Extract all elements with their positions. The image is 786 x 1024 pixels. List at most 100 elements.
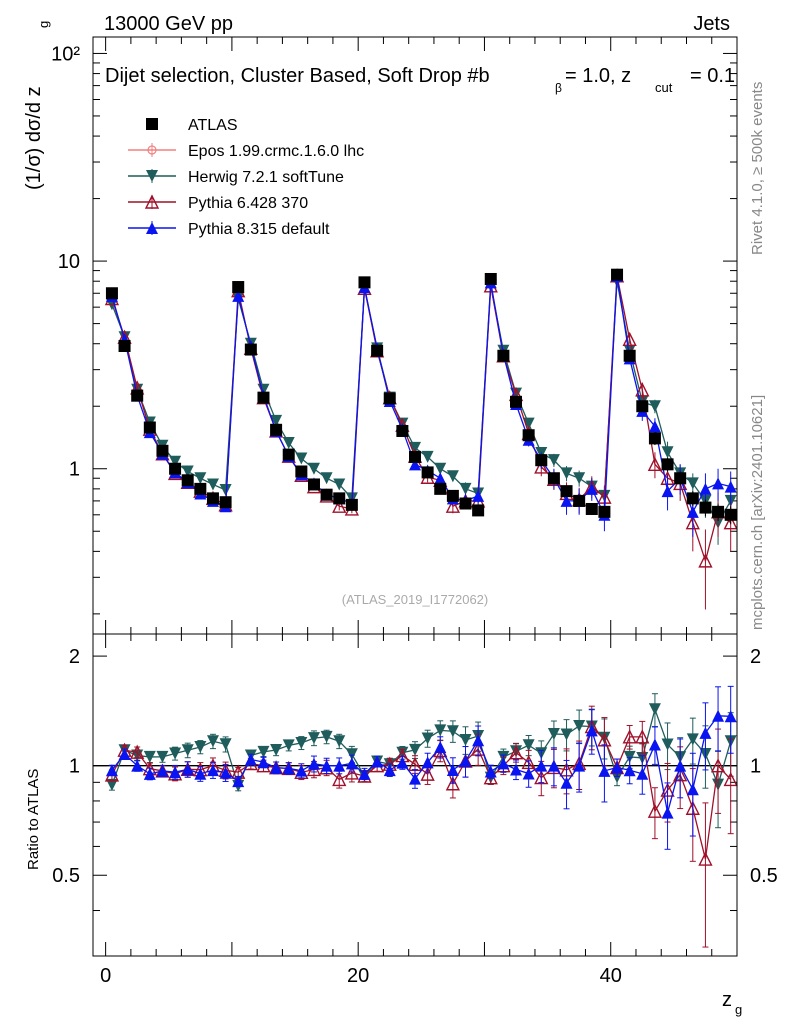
ratio-point <box>661 738 674 751</box>
ratio-point <box>459 733 472 746</box>
ratio-point <box>156 764 169 777</box>
ratio-point <box>358 767 371 780</box>
data-point <box>169 455 182 468</box>
data-point <box>623 349 636 362</box>
y-axis-label: (1/σ) dσ/d z <box>23 86 45 190</box>
data-point <box>421 450 434 463</box>
ratio-point <box>282 739 295 752</box>
ratio-point <box>307 757 320 770</box>
ratio-axis-label: Ratio to ATLAS <box>25 769 42 870</box>
series-herwig-7-2-1-softtune <box>105 275 737 545</box>
data-point <box>698 553 713 568</box>
legend-marker <box>146 170 158 182</box>
ratio-point <box>409 743 421 756</box>
legend-item-atlas: ATLAS <box>146 117 238 134</box>
data-point <box>169 462 182 475</box>
ratio-point <box>585 724 598 737</box>
data-point <box>686 505 699 518</box>
ratio-point <box>118 747 131 760</box>
ratio-point <box>181 763 194 776</box>
title-end: = 0.1 <box>690 65 735 87</box>
ratio-point <box>105 764 118 777</box>
data-point <box>219 483 232 496</box>
ratio-point <box>560 728 573 741</box>
ratio-point <box>497 757 510 770</box>
data-point <box>712 477 725 490</box>
ratio-point <box>446 764 459 777</box>
ratio-line <box>111 725 732 860</box>
ratio-point <box>522 739 535 752</box>
series-atlas <box>105 268 737 525</box>
data-point <box>510 395 523 408</box>
ratio-point <box>445 776 461 791</box>
data-point <box>409 458 421 471</box>
data-point <box>547 472 560 485</box>
ratio-point <box>105 778 118 791</box>
data-point <box>724 480 737 493</box>
legend-label: Herwig 7.2.1 softTune <box>188 169 344 186</box>
data-point <box>396 424 409 437</box>
ratio-point <box>333 735 346 748</box>
title-suffix: = 1.0, z <box>565 65 631 87</box>
legend-item-epos-1-99-crmc-1-6-0-lhc: Epos 1.99.crmc.1.6.0 lhc <box>128 143 364 160</box>
ratio-point <box>635 729 650 744</box>
ratio-point <box>270 744 283 757</box>
data-point <box>105 287 118 300</box>
data-point <box>560 467 573 480</box>
data-point <box>434 462 447 475</box>
data-point <box>472 489 485 502</box>
ratio-point <box>510 763 523 776</box>
ratio-point <box>194 741 207 754</box>
ratio-point <box>508 745 524 760</box>
ratio-point <box>484 765 497 778</box>
ratio-point <box>686 783 699 796</box>
ratio-point <box>143 767 156 780</box>
data-point <box>585 482 598 495</box>
ratio-point <box>611 761 624 774</box>
header-left: 13000 GeV pp <box>104 13 233 35</box>
ratio-point <box>724 710 737 723</box>
data-point <box>522 417 535 430</box>
ratio-line <box>111 707 732 788</box>
ratio-point <box>194 767 207 780</box>
ratio-point <box>206 764 219 777</box>
data-point <box>434 482 447 495</box>
ratio-point <box>143 750 156 763</box>
data-point <box>573 472 586 485</box>
ratio-point <box>169 766 182 779</box>
ratio-point <box>434 724 447 737</box>
ratio-point <box>661 806 674 819</box>
ratio-point <box>522 767 535 780</box>
data-point <box>484 272 497 285</box>
data-point <box>661 446 674 459</box>
ratio-point <box>219 766 232 779</box>
ratio-point <box>647 803 663 818</box>
data-point <box>232 289 245 302</box>
data-point <box>333 478 346 491</box>
legend-item-pythia-8-315-default: Pythia 8.315 default <box>128 221 330 238</box>
x-tick-label: 20 <box>347 965 369 987</box>
data-point <box>181 465 194 478</box>
x-tick-label: 0 <box>100 965 111 987</box>
ratio-point <box>712 709 725 722</box>
x-axis-label: z <box>722 989 732 1011</box>
data-point <box>723 515 738 530</box>
ratio-point <box>421 756 434 769</box>
title-beta: β <box>555 81 562 95</box>
header-right: Jets <box>693 13 730 35</box>
ratio-point <box>534 770 549 785</box>
ratio-point <box>295 764 308 777</box>
ratio-point <box>598 764 611 777</box>
ratio-point <box>270 761 283 774</box>
data-point <box>547 454 560 467</box>
title-cut: cut <box>655 80 673 95</box>
data-point <box>181 474 194 487</box>
data-point <box>358 276 371 289</box>
ratio-point <box>396 756 409 769</box>
y-tick-label: 10 <box>58 251 80 273</box>
data-point <box>648 432 661 445</box>
data-point <box>534 459 549 474</box>
ratio-point <box>483 770 498 785</box>
data-point <box>383 392 396 405</box>
ratio-point <box>420 766 435 781</box>
